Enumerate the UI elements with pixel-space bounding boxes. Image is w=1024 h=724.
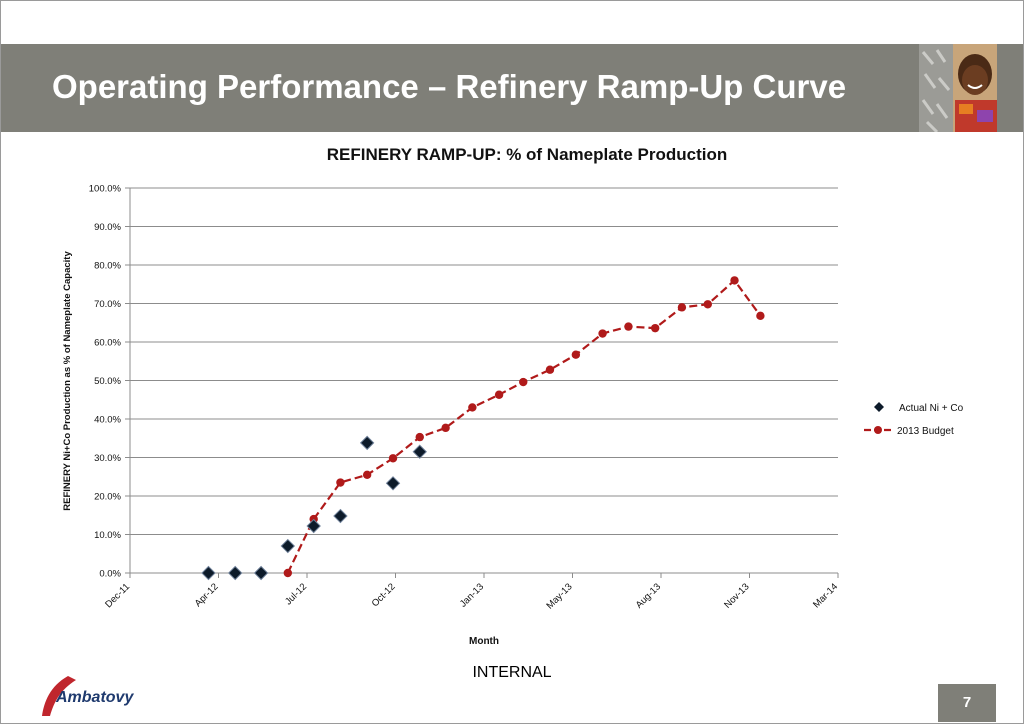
actual-point [359,435,375,451]
budget-point [519,377,528,387]
budget-point [703,300,712,309]
y-tick-label: 20.0% [94,492,121,503]
budget-point [730,276,739,285]
budget-point [336,478,345,487]
budget-line [286,278,762,574]
x-tick-label: Jul-12 [283,581,309,607]
y-tick-label: 100.0% [89,184,122,195]
actual-point [333,508,348,524]
budget-point [650,323,660,333]
actual-series [201,435,427,581]
budget-point [677,303,687,312]
actual-point [228,565,243,581]
y-axis-label: REFINERY Ni+Co Production as % of Namepl… [62,251,73,511]
y-tick-label: 10.0% [94,530,121,541]
y-tick-label: 80.0% [94,261,121,272]
ambatovy-logo: Ambatovy [42,676,134,716]
legend-actual-marker [874,402,884,412]
title-bar [1,44,919,132]
title-bar-end [997,44,1023,132]
y-tick-label: 40.0% [94,415,121,426]
y-tick-labels: 0.0% 10.0% 20.0% 30.0% 40.0% 50.0% 60.0% 70.0% 8… [89,184,122,580]
chart-title: REFINERY RAMP-UP: % of Nameplate Product… [327,145,727,164]
x-tick-labels: Dec-11 Apr-12 Jul-12 Oct-12 Jan-13 May-13 Aug-… [103,573,840,612]
y-tick-label: 90.0% [94,222,121,233]
header-photo [919,44,997,132]
x-tick-label: Mar-14 [811,581,840,610]
actual-point [412,444,427,459]
budget-point [494,390,504,399]
budget-point [362,470,372,480]
budget-point [441,423,450,433]
internal-label: INTERNAL [472,664,552,681]
budget-point [468,403,477,412]
budget-point [571,350,581,359]
page-number-box: 7 [938,684,996,722]
y-tick-label: 0.0% [99,569,121,580]
actual-point [253,565,269,581]
x-tick-label: Jan-13 [458,581,486,609]
legend-actual-label: Actual Ni + Co [899,403,964,414]
actual-point [201,565,216,581]
page-number: 7 [962,694,972,711]
budget-point [598,329,607,338]
budget-point [283,568,293,578]
x-tick-label: Oct-12 [370,581,398,609]
budget-point [624,322,633,331]
budget-point [388,454,398,463]
y-tick-label: 50.0% [94,376,121,387]
budget-point [415,432,424,442]
grid-lines [125,187,838,574]
x-axis-label: Month [469,636,499,647]
budget-point [756,311,765,321]
chart-legend: Actual Ni + Co 2013 Budget [864,402,964,437]
logo-text: Ambatovy [55,689,134,706]
y-tick-label: 30.0% [94,453,121,464]
x-tick-label: Apr-12 [193,581,221,609]
x-tick-label: Nov-13 [722,581,751,610]
actual-point [306,518,321,534]
actual-point [385,476,401,491]
legend-budget-label: 2013 Budget [897,426,954,437]
legend-budget-marker [874,426,882,434]
budget-series [283,276,765,578]
budget-point [545,365,555,374]
y-tick-label: 60.0% [94,338,121,349]
slide-title: Operating Performance – Refinery Ramp-Up… [52,68,847,105]
actual-point [280,538,296,554]
x-tick-label: Aug-13 [634,581,663,610]
x-tick-label: Dec-11 [103,581,132,610]
y-tick-label: 70.0% [94,299,121,310]
chart-container: REFINERY RAMP-UP: % of Nameplate Product… [0,130,1024,660]
ramp-up-chart: REFINERY RAMP-UP: % of Nameplate Product… [62,145,964,647]
x-tick-label: May-13 [544,581,574,611]
